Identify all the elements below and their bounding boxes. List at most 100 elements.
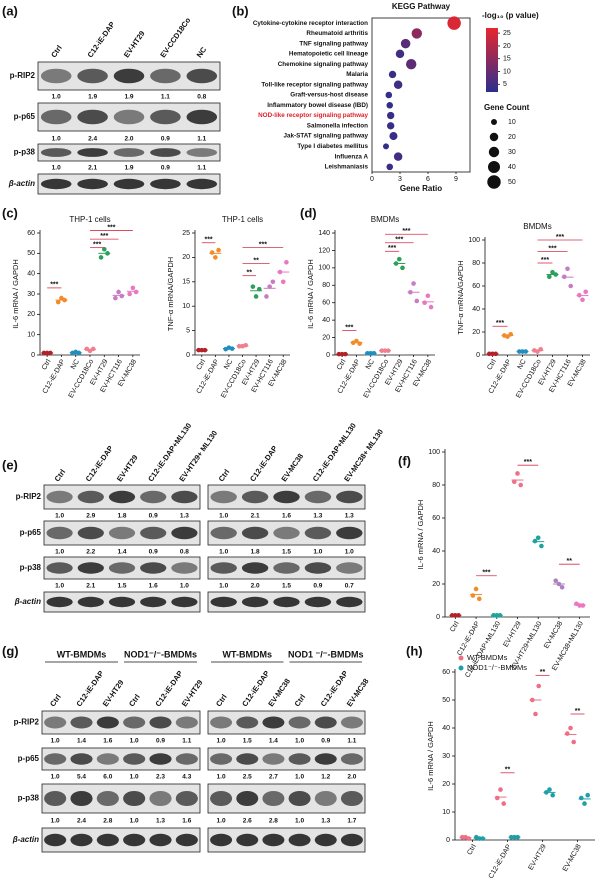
quantification: 1.2 bbox=[321, 774, 330, 781]
colorbar-tick-label: 25 bbox=[503, 30, 511, 37]
chart-title: THP-1 cells bbox=[222, 215, 263, 224]
pathway-label: Chemokine signaling pathway bbox=[278, 61, 369, 68]
panel-label: (e) bbox=[2, 457, 18, 472]
data-point bbox=[428, 304, 434, 310]
significance-label: ** bbox=[540, 669, 546, 676]
data-point bbox=[512, 479, 517, 485]
pathway-label: Jak-STAT signaling pathway bbox=[284, 133, 369, 140]
quantification: 1.0 bbox=[295, 818, 304, 825]
data-point bbox=[119, 293, 125, 299]
x-tick-label: 6 bbox=[426, 176, 430, 183]
blot-band bbox=[96, 716, 119, 729]
blot-band bbox=[210, 753, 233, 765]
quantification: 2.6 bbox=[243, 818, 252, 825]
panel-label: (a) bbox=[2, 3, 18, 18]
blot-band bbox=[77, 178, 108, 190]
data-point bbox=[579, 795, 584, 801]
y-axis-label: IL-6 mRNA / GAPDH bbox=[306, 259, 315, 329]
blot-band bbox=[175, 716, 198, 729]
data-point bbox=[498, 787, 503, 792]
y-tick-label: 0 bbox=[186, 352, 190, 359]
x-tick-label: Ctrl bbox=[486, 358, 498, 371]
quantification: 2.1 bbox=[251, 513, 260, 520]
panel-label: (h) bbox=[406, 643, 423, 658]
blot-band bbox=[96, 790, 119, 807]
x-tick-label: Ctrl bbox=[466, 843, 478, 856]
data-point bbox=[582, 801, 587, 806]
data-point bbox=[501, 801, 507, 806]
quantification: 0.8 bbox=[180, 549, 189, 556]
bubble bbox=[400, 38, 411, 49]
quantification: 2.0 bbox=[124, 136, 133, 143]
blot-band bbox=[262, 790, 285, 807]
blot-row-label: p-p38 bbox=[20, 563, 42, 572]
quantification: 1.0 bbox=[51, 818, 60, 825]
significance-label: ** bbox=[505, 767, 511, 774]
legend-label: WT-BMDMs bbox=[467, 653, 508, 662]
chart-title: THP-1 cells bbox=[69, 215, 110, 224]
blot-band bbox=[288, 790, 311, 807]
x-tick-label: Ctrl bbox=[196, 358, 208, 371]
quantification: 1.0 bbox=[345, 549, 354, 556]
y-tick-label: 25 bbox=[182, 230, 190, 237]
quantification: 0.9 bbox=[149, 513, 158, 520]
bubble bbox=[386, 111, 395, 120]
blot-band bbox=[113, 68, 145, 84]
blot-group-label: WT-BMDMs bbox=[223, 649, 273, 659]
significance-label: *** bbox=[107, 224, 115, 231]
y-tick-label: 10 bbox=[27, 332, 35, 339]
y-tick-label: 20 bbox=[27, 311, 35, 318]
blot-band bbox=[273, 562, 300, 574]
bubble bbox=[386, 101, 394, 109]
bubble bbox=[447, 16, 461, 30]
blot-band bbox=[46, 596, 73, 608]
quantification: 1.0 bbox=[217, 818, 226, 825]
blot-band bbox=[262, 716, 285, 729]
data-point bbox=[216, 247, 221, 253]
y-tick-label: 60 bbox=[472, 283, 480, 290]
data-point bbox=[577, 603, 582, 608]
blot-band bbox=[150, 68, 181, 84]
quantification: 2.7 bbox=[269, 774, 278, 781]
quantification: 1.0 bbox=[180, 583, 189, 590]
data-point bbox=[130, 285, 136, 291]
y-tick-label: 60 bbox=[27, 230, 35, 237]
quantification: 1.0 bbox=[313, 549, 322, 556]
quantification: 1.0 bbox=[55, 583, 64, 590]
blot-band bbox=[210, 526, 237, 540]
quantification: 0.9 bbox=[161, 136, 170, 143]
y-axis-label: IL-6 mRNA / GAPDH bbox=[11, 259, 20, 329]
blot-band bbox=[236, 753, 259, 765]
data-point bbox=[583, 289, 588, 295]
x-tick-label: Ctrl bbox=[449, 620, 461, 633]
bubble bbox=[393, 80, 403, 89]
y-tick-label: 60 bbox=[322, 300, 330, 307]
data-point bbox=[518, 482, 523, 488]
significance-label: *** bbox=[556, 234, 564, 241]
size-legend-label: 30 bbox=[508, 149, 516, 156]
significance-label: *** bbox=[204, 237, 212, 244]
y-tick-label: 40 bbox=[27, 271, 35, 278]
quantification: 1.4 bbox=[269, 738, 278, 745]
significance-label: ** bbox=[575, 708, 581, 715]
pathway-label: Cytokine-cytokine receptor interaction bbox=[253, 20, 368, 27]
blot-band bbox=[336, 526, 363, 540]
blot-band bbox=[113, 148, 145, 157]
chart-title: KEGG Pathway bbox=[392, 2, 451, 11]
blot-row-label: p-RIP2 bbox=[14, 718, 40, 727]
size-legend-label: 10 bbox=[508, 119, 516, 126]
legend-marker bbox=[458, 655, 464, 661]
quantification: 1.9 bbox=[88, 94, 97, 101]
blot-band bbox=[77, 68, 108, 84]
size-legend-label: 40 bbox=[508, 164, 516, 171]
blot-frame bbox=[207, 783, 366, 814]
size-legend-marker bbox=[487, 175, 501, 189]
y-tick-label: 0 bbox=[446, 837, 450, 844]
blot-band bbox=[108, 562, 136, 574]
blot-band bbox=[77, 562, 104, 574]
significance-label: *** bbox=[100, 233, 108, 240]
blot-band bbox=[171, 596, 198, 608]
blot-band bbox=[236, 716, 259, 729]
blot-band bbox=[96, 753, 119, 765]
blot-band bbox=[336, 490, 363, 504]
